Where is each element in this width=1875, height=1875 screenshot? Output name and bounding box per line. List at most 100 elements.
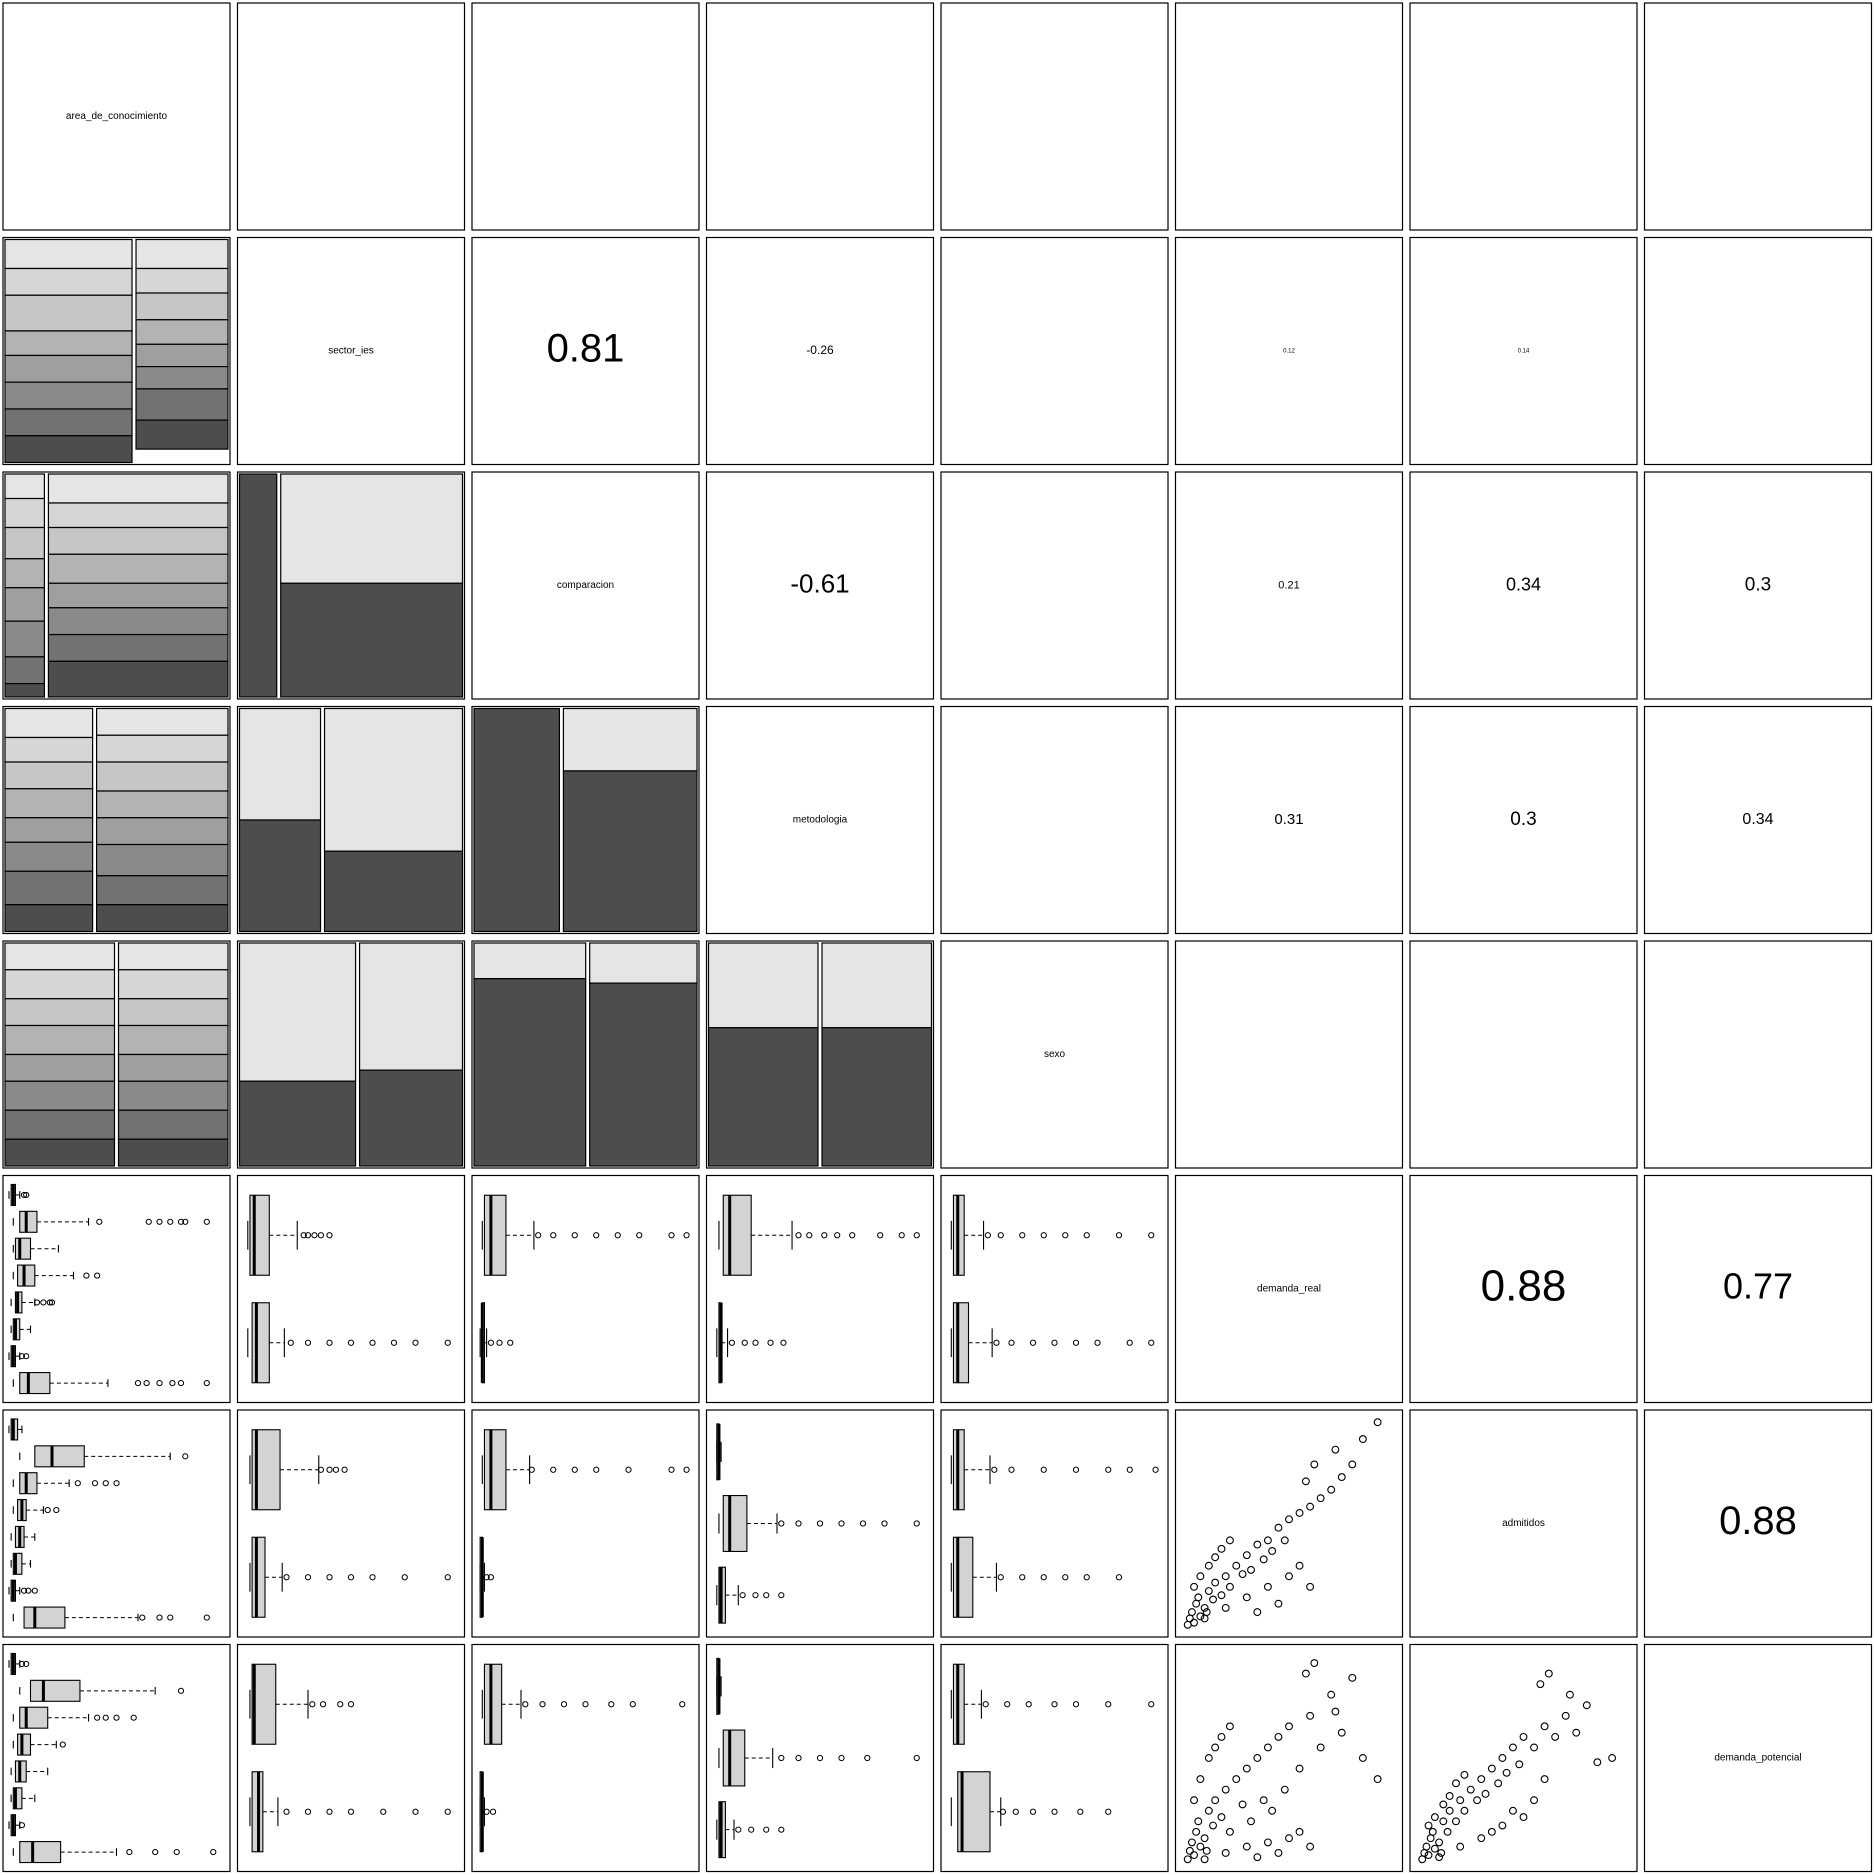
outlier-point xyxy=(1083,1574,1090,1581)
panel-frame xyxy=(1174,1174,1404,1404)
panel-r6-c3 xyxy=(705,1409,935,1638)
outlier-point xyxy=(763,1826,770,1833)
panel-frame xyxy=(236,236,466,466)
mosaic-tile xyxy=(473,942,587,980)
box-body xyxy=(722,1495,748,1553)
panel-r2-c6: 0.34 xyxy=(1409,471,1638,700)
outlier-point xyxy=(487,1574,494,1581)
mosaic-tile xyxy=(135,366,229,390)
box-body xyxy=(19,1472,38,1495)
scatter-point xyxy=(1190,1618,1199,1627)
scatter-point xyxy=(1337,1473,1346,1482)
panel-r6-c6: admitidos xyxy=(1409,1409,1638,1638)
panel-r1-c3: -0.26 xyxy=(705,236,935,466)
outlier-point xyxy=(806,1232,813,1239)
scatter-point xyxy=(1481,1789,1490,1798)
outlier-point xyxy=(444,1574,451,1581)
mosaic-tile xyxy=(238,707,322,821)
outlier-point xyxy=(210,1848,217,1856)
mosaic-tile xyxy=(47,633,229,662)
scatter-point xyxy=(1316,1743,1325,1752)
scatter-point xyxy=(1487,1764,1496,1773)
scatter-point xyxy=(1544,1669,1553,1678)
outlier-point xyxy=(347,1339,355,1346)
outlier-point xyxy=(877,1232,884,1239)
outlier-point xyxy=(483,1808,490,1815)
outlier-point xyxy=(177,1687,185,1694)
scatter-point xyxy=(1204,1754,1213,1762)
outlier-point xyxy=(982,1701,989,1708)
scatter-point xyxy=(1217,1813,1226,1822)
correlation-label: 0.88 xyxy=(1719,1499,1797,1543)
outlier-point xyxy=(1072,1339,1080,1346)
mosaic-tile xyxy=(4,620,46,658)
outlier-point xyxy=(668,1466,675,1473)
scatter-point xyxy=(1456,1842,1465,1851)
box-body xyxy=(722,1194,752,1276)
outlier-point xyxy=(748,1826,755,1833)
panel-r4-c0 xyxy=(2,940,231,1169)
scatter-point xyxy=(1424,1821,1433,1830)
panel-r4-c2 xyxy=(471,940,700,1169)
panel-r7-c1 xyxy=(236,1643,466,1873)
outlier-point xyxy=(177,1218,185,1225)
mosaic-tile xyxy=(707,942,819,1029)
scatter-point xyxy=(1217,1732,1226,1741)
outlier-point xyxy=(309,1701,316,1708)
outlier-point xyxy=(94,1272,101,1279)
panel-r4-c6 xyxy=(1409,940,1638,1169)
panel-r7-c6 xyxy=(1409,1643,1638,1873)
mosaic-tile xyxy=(95,875,229,906)
outlier-point xyxy=(683,1232,690,1239)
panel-frame xyxy=(1174,2,1404,231)
outlier-point xyxy=(997,1232,1004,1239)
panel-r1-c5: 0.12 xyxy=(1174,236,1404,466)
outlier-point xyxy=(326,1232,333,1239)
mosaic-tile xyxy=(4,238,133,270)
mosaic-tile xyxy=(4,435,133,464)
outlier-point xyxy=(102,1714,109,1721)
scatter-point xyxy=(1225,1827,1234,1836)
panel-frame xyxy=(1643,236,1873,466)
scatter-point xyxy=(1190,1582,1199,1591)
scatter-point xyxy=(1430,1813,1439,1822)
scatter-point xyxy=(1194,1817,1203,1826)
correlation-label: 0.34 xyxy=(1742,811,1773,828)
panel-r6-c0 xyxy=(2,1409,231,1638)
mosaic-tile xyxy=(117,1138,229,1167)
panel-r7-c0 xyxy=(2,1643,231,1873)
diagonal-label: demanda_potencial xyxy=(1714,1753,1801,1764)
outlier-point xyxy=(156,1614,163,1621)
outlier-point xyxy=(145,1218,152,1225)
outlier-point xyxy=(1025,1701,1032,1708)
scatter-point xyxy=(1280,1785,1289,1794)
scatter-point xyxy=(1242,1842,1251,1851)
outlier-point xyxy=(1148,1701,1155,1708)
panel-frame xyxy=(2,1643,231,1873)
mosaic-tile xyxy=(4,1109,116,1140)
outlier-point xyxy=(1029,1808,1037,1815)
scatter-point xyxy=(1331,1707,1340,1716)
outlier-point xyxy=(317,1466,324,1473)
outlier-point xyxy=(489,1808,497,1815)
outlier-point xyxy=(143,1379,150,1387)
scatter-point xyxy=(1285,1834,1293,1843)
outlier-point xyxy=(53,1506,60,1514)
scatter-point xyxy=(1185,1846,1194,1855)
panel-r7-c3 xyxy=(705,1643,935,1873)
outlier-point xyxy=(795,1232,802,1239)
outlier-point xyxy=(91,1480,99,1487)
outlier-point xyxy=(369,1339,376,1346)
mosaic-tile xyxy=(589,982,698,1167)
mosaic-tile xyxy=(95,707,229,736)
mosaic-tile xyxy=(4,497,46,529)
scatter-point xyxy=(1196,1842,1205,1851)
outlier-point xyxy=(102,1480,109,1487)
correlation-label: 0.3 xyxy=(1510,809,1536,830)
scatter-point xyxy=(1358,1754,1367,1762)
correlation-label: 0.21 xyxy=(1278,579,1299,591)
scatter-point xyxy=(1263,1743,1272,1752)
scatter-point xyxy=(1443,1827,1452,1836)
scatter-point xyxy=(1200,1834,1209,1843)
scatter-point xyxy=(1268,1806,1277,1815)
